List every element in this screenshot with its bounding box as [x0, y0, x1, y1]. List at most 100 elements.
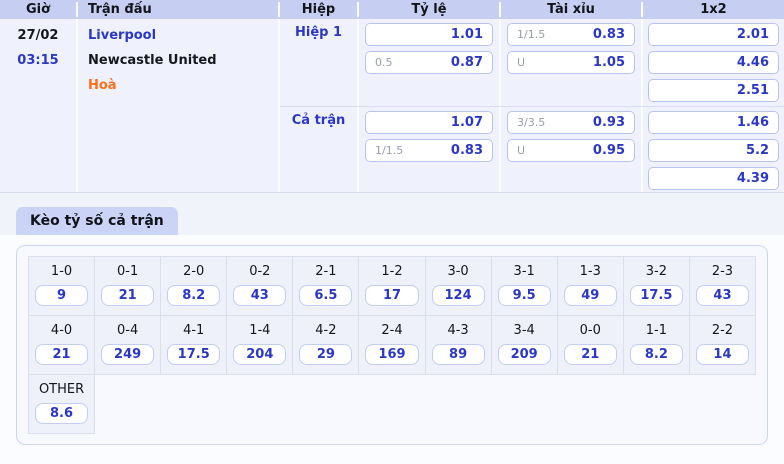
odds-button[interactable]: 4.46 — [648, 51, 779, 74]
score-odds-button[interactable]: 124 — [431, 285, 485, 306]
match-teams-cell: Liverpool Newcastle United Hoà — [78, 19, 280, 192]
odds-value: 1.01 — [450, 27, 483, 42]
score-odds-button[interactable]: 204 — [233, 344, 287, 365]
one-x-two-odds-column: 1.46 5.2 4.39 — [643, 107, 784, 193]
score-cell: 4-2 29 — [293, 316, 360, 375]
odds-button[interactable]: 1.07 — [365, 110, 493, 134]
odds-value: 1.46 — [736, 114, 769, 130]
tab-full-match-score-odds[interactable]: Kèo tỷ số cả trận — [16, 207, 178, 235]
score-label: 3-0 — [447, 264, 469, 279]
grid-filler — [95, 375, 624, 434]
odds-value: 0.95 — [592, 142, 625, 158]
score-odds-button[interactable]: 21 — [35, 344, 89, 365]
handicap-label: 1/1.5 — [517, 28, 546, 41]
odds-value: 1.05 — [592, 55, 625, 70]
score-odds-button[interactable]: 9 — [35, 285, 89, 306]
score-cell: 4-3 89 — [425, 316, 492, 375]
score-label: 3-1 — [513, 264, 535, 279]
match-time-cell: 27/02 03:15 — [0, 19, 78, 192]
score-label: 2-2 — [711, 323, 734, 338]
handicap-label: U — [517, 143, 526, 157]
score-cell: 1-0 9 — [29, 257, 96, 316]
score-odds-button[interactable]: 6.5 — [299, 285, 353, 306]
odds-button[interactable]: 0.5 0.87 — [365, 51, 493, 74]
header-match: Trận đấu — [78, 2, 280, 17]
over-under-odds-column: 1/1.5 0.83 U 1.05 — [501, 19, 643, 106]
odds-button[interactable]: 1/1.5 0.83 — [365, 138, 493, 162]
score-cell: 1-4 204 — [227, 316, 294, 375]
score-label: 0-4 — [117, 323, 139, 338]
match-time: 03:15 — [17, 53, 59, 68]
score-odds-button[interactable]: 17.5 — [629, 285, 683, 306]
score-odds-button[interactable]: 89 — [431, 344, 485, 365]
odds-button[interactable]: U 0.95 — [507, 138, 635, 162]
odds-button[interactable]: 2.01 — [648, 23, 779, 46]
score-label: 4-1 — [183, 323, 205, 338]
score-cell: 0-1 21 — [95, 257, 162, 316]
score-label: 1-1 — [645, 323, 667, 338]
score-label: OTHER — [38, 382, 85, 397]
score-odds-button[interactable]: 249 — [101, 344, 155, 365]
header-handicap: Tỷ lệ — [359, 2, 501, 17]
odds-value: 4.46 — [736, 55, 769, 70]
score-odds-button[interactable]: 43 — [695, 285, 749, 306]
odds-button[interactable]: U 1.05 — [507, 51, 635, 74]
score-cell: 2-4 169 — [359, 316, 426, 375]
handicap-odds-column: 1.07 1/1.5 0.83 — [359, 106, 501, 192]
odds-button[interactable]: 3/3.5 0.93 — [507, 110, 635, 134]
odds-button[interactable]: 1.01 — [365, 23, 493, 46]
score-odds-button[interactable]: 21 — [101, 285, 155, 306]
score-cell: 0-4 249 — [95, 316, 162, 375]
home-team-link[interactable]: Liverpool — [88, 28, 157, 43]
score-label: 2-4 — [381, 323, 403, 338]
odds-value: 0.93 — [592, 114, 625, 130]
odds-value: 0.83 — [592, 27, 625, 42]
section-label: Cả trận — [280, 106, 359, 192]
odds-button[interactable]: 4.39 — [648, 166, 779, 190]
score-odds-button[interactable]: 8.2 — [167, 285, 221, 306]
score-odds-button[interactable]: 17.5 — [167, 344, 221, 365]
score-label: 3-2 — [645, 264, 667, 279]
score-cell: 1-1 8.2 — [623, 316, 690, 375]
score-odds-button[interactable]: 49 — [563, 285, 617, 306]
score-cell: 2-0 8.2 — [161, 257, 228, 316]
match-section: Cả trận 1.07 1/1.5 0.83 3/3.5 0.93 U 0.9… — [280, 105, 784, 193]
draw-label: Hoà — [88, 78, 117, 93]
score-cell: OTHER 8.6 — [29, 375, 96, 434]
score-odds-button[interactable]: 9.5 — [497, 285, 551, 306]
score-odds-button[interactable]: 14 — [695, 344, 749, 365]
handicap-odds-column: 1.01 0.5 0.87 — [359, 19, 501, 106]
score-odds-button[interactable]: 209 — [497, 344, 551, 365]
handicap-label: 0.5 — [375, 56, 393, 69]
over-under-odds-column: 3/3.5 0.93 U 0.95 — [501, 106, 643, 192]
match-section: Hiệp 1 1.01 0.5 0.87 1/1.5 0.83 U 1.05 2… — [280, 19, 784, 106]
score-label: 2-1 — [315, 264, 337, 279]
score-odds-button[interactable]: 8.2 — [629, 344, 683, 365]
score-odds-button[interactable]: 169 — [365, 344, 419, 365]
score-label: 2-3 — [711, 264, 734, 279]
score-odds-button[interactable]: 8.6 — [35, 403, 89, 424]
score-cell: 2-2 14 — [689, 316, 756, 375]
handicap-label: 1/1.5 — [375, 143, 404, 157]
score-odds-button[interactable]: 29 — [299, 344, 353, 365]
header-half: Hiệp — [280, 2, 359, 17]
score-label: 1-0 — [50, 264, 73, 279]
score-label: 0-0 — [579, 323, 601, 338]
score-odds-button[interactable]: 43 — [233, 285, 287, 306]
odds-button[interactable]: 1/1.5 0.83 — [507, 23, 635, 46]
score-cell: 3-0 124 — [425, 257, 492, 316]
odds-button[interactable]: 5.2 — [648, 138, 779, 162]
score-cell: 3-2 17.5 — [623, 257, 690, 316]
score-odds-button[interactable]: 17 — [365, 285, 419, 306]
odds-value: 0.83 — [450, 142, 483, 158]
odds-button[interactable]: 1.46 — [648, 110, 779, 134]
score-odds-button[interactable]: 21 — [563, 344, 617, 365]
match-odds-table: Giờ Trận đấu Hiệp Tỷ lệ Tài xỉu 1x2 27/0… — [0, 0, 784, 193]
odds-button[interactable]: 2.51 — [648, 79, 779, 102]
score-cell: 3-4 209 — [491, 316, 558, 375]
handicap-label: 3/3.5 — [517, 115, 546, 129]
match-date: 27/02 — [17, 28, 59, 43]
score-cell: 0-2 43 — [227, 257, 294, 316]
score-cell: 0-0 21 — [557, 316, 624, 375]
score-label: 1-2 — [381, 264, 403, 279]
